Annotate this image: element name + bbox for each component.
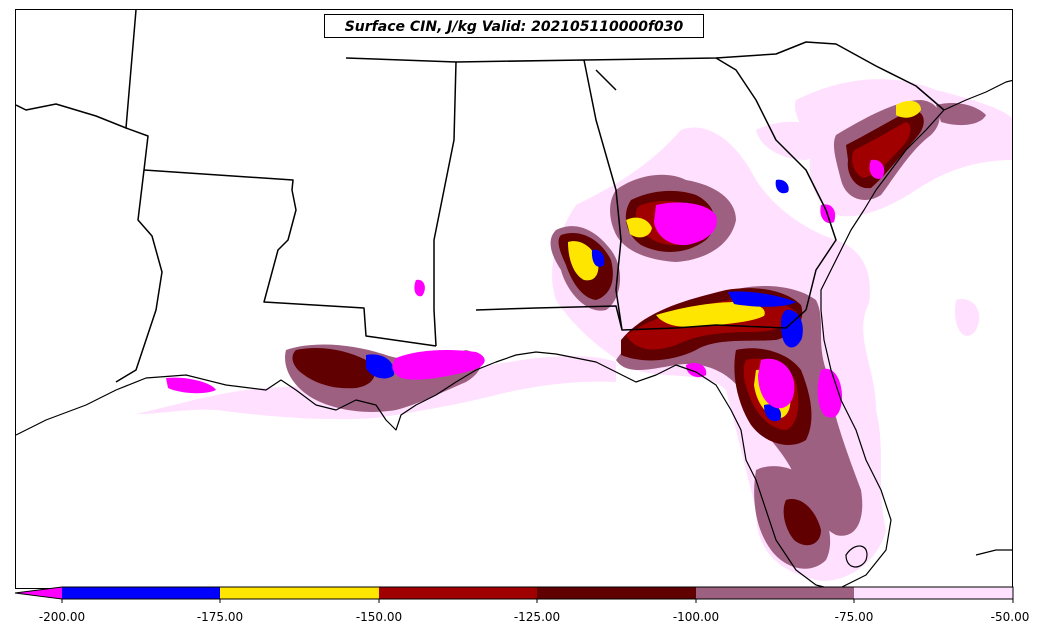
map-title: Surface CIN, J/kg Valid: 202105110000f03… [324,14,704,38]
cin-area-yellow [656,302,765,327]
border-fl-al-ga [475,305,807,331]
border-ga-sc [715,57,837,311]
colorbar-tick-label: -150.00 [355,610,403,624]
state-borders [16,10,945,383]
colorbar-outline [14,586,1014,600]
cin-area-yellow [626,217,652,238]
colorbar-bin-neg75 [854,587,1013,599]
cin-area-blue [775,179,789,194]
cin-area-yellow [896,100,921,118]
cin-area-magenta [758,358,795,409]
colorbar-bin-neg175 [220,587,379,599]
cin-area-magenta [166,377,216,394]
cin-area-magenta [817,368,842,418]
cin-area-light-pink [845,279,870,319]
colorbar-strip [14,586,1014,603]
colorbar-bin-neg125 [537,587,696,599]
colorbar-tick-label: -200.00 [38,610,86,624]
cin-area-yellow [568,241,599,281]
atlantic-coastline [820,79,1012,588]
cin-area-magenta [686,363,707,378]
gulf-coastline [16,351,831,588]
border-ms-al [345,57,457,347]
border-tx-la [115,169,163,383]
border-extra [595,69,617,91]
cin-area-magenta [654,202,717,246]
border-ok-tx [16,103,127,129]
cin-area-blue [366,354,395,379]
cin-area-red [852,122,911,178]
colorbar-ticks [61,599,1014,603]
cin-area-dark-maroon [783,499,821,546]
lake-okeechobee [845,545,868,568]
cin-area-magenta [414,279,425,297]
colorbar-bin-neg150 [379,587,537,599]
colorbar-bin-neg200 [62,587,220,599]
colorbar-tick-label: -175.00 [196,610,244,624]
cin-area-light-pink [756,121,822,160]
colorbar-tick-label: -50.00 [990,610,1030,624]
cin-area-blue [591,249,605,267]
border-ms-la-ar [125,10,437,347]
cin-area-dark-maroon [292,348,375,389]
map-canvas [16,10,1012,588]
colorbar-tick-label: -125.00 [513,610,561,624]
map-panel [15,9,1013,589]
cin-shading [136,79,1012,581]
cin-area-light-pink [955,299,980,336]
colorbar-bin-neg100 [696,587,854,599]
cin-area-blue [728,291,796,307]
island-coast [975,549,1012,556]
colorbar-tick-label: -100.00 [672,610,720,624]
colorbar: -200.00 -175.00 -150.00 -125.00 -100.00 … [0,585,1044,633]
border-ga-tn-nc [583,41,945,111]
coastline [16,79,1012,588]
cin-area-blue [764,404,782,422]
cin-area-blue [781,309,803,348]
colorbar-extend-arrow [15,587,62,599]
cin-area-magenta [869,159,885,179]
cin-area-magenta [392,350,485,380]
colorbar-tick-label: -75.00 [834,610,874,624]
